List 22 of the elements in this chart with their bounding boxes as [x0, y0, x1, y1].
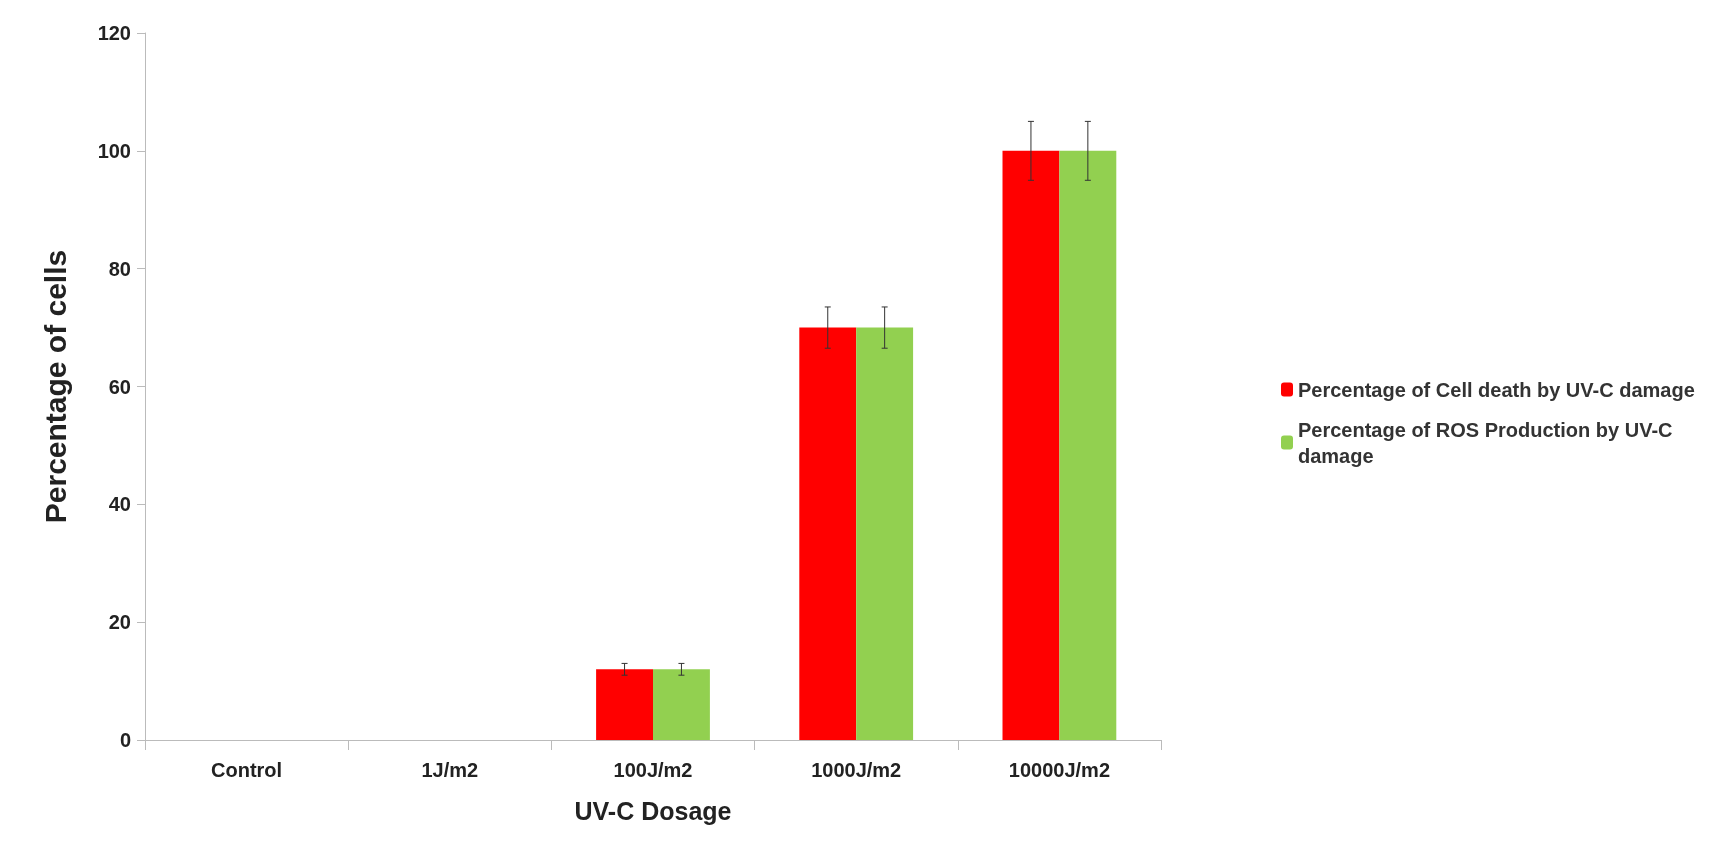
bar [856, 327, 914, 740]
x-tick-label: 100J/m2 [613, 759, 693, 781]
x-tick-label: Control [211, 759, 283, 781]
bar [596, 669, 653, 740]
bar [1059, 150, 1117, 740]
y-tick-label: 120 [97, 22, 131, 44]
y-tick-label: 40 [108, 493, 131, 516]
x-tick-label: 1J/m2 [421, 759, 479, 781]
bar [1002, 150, 1060, 740]
bar [653, 669, 710, 740]
y-tick-label: 60 [108, 375, 131, 398]
y-tick-label: 80 [108, 257, 131, 280]
legend-label: Percentage of Cell death by UV-C damage [1298, 378, 1695, 401]
x-axis-title: UV-C Dosage [574, 796, 732, 825]
y-axis-title: Percentage of cells [38, 249, 72, 524]
x-tick-label: 1000J/m2 [811, 759, 902, 781]
legend-label: Percentage of ROS Production by UV-C damage [1298, 418, 1679, 467]
x-tick-label: 10000J/m2 [1008, 759, 1110, 781]
y-tick-label: 0 [119, 729, 131, 751]
y-tick-label: 20 [108, 611, 131, 634]
y-tick-label: 100 [97, 139, 131, 162]
bar [799, 327, 857, 740]
